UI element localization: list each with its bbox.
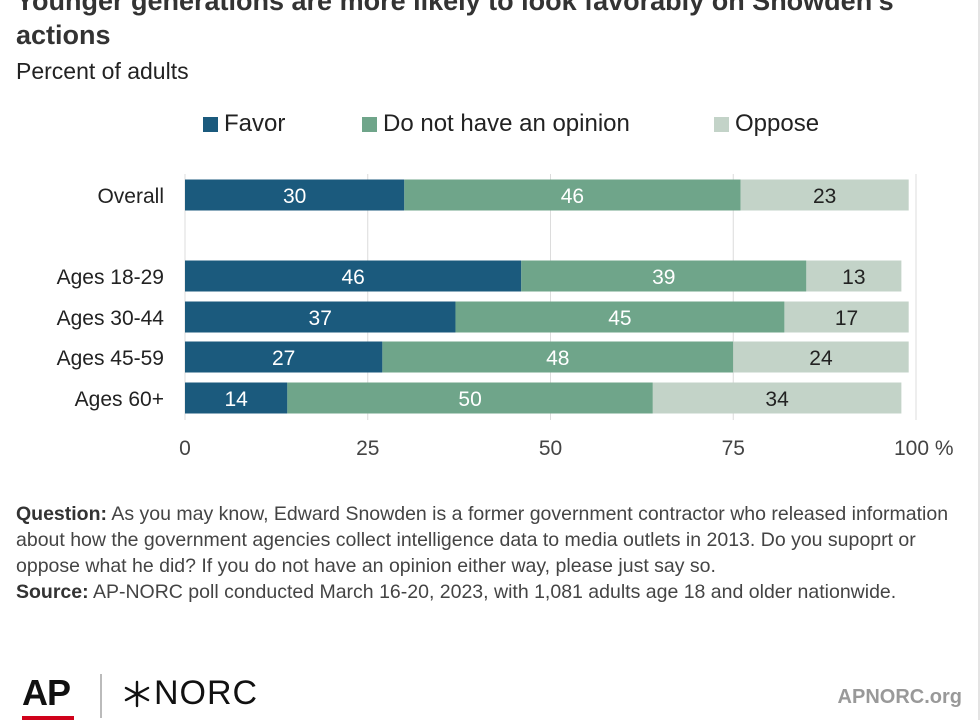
- stacked-bar-chart: Overall 30 46 23 Ages 18-29 46 39 13 Ages 30-44 3…: [57, 174, 954, 460]
- data-label: 23: [813, 185, 836, 208]
- norc-logo: NORC: [122, 674, 258, 713]
- data-label: 37: [309, 307, 332, 330]
- data-label: 46: [341, 266, 364, 289]
- data-label: 17: [835, 307, 858, 330]
- legend-label-favor: Favor: [224, 110, 286, 137]
- bar-segment: [455, 301, 785, 333]
- data-label: 45: [608, 307, 631, 330]
- chart-title: Younger generations are more likely to l…: [16, 0, 894, 50]
- bar-segment: [784, 301, 909, 333]
- legend-item-oppose: Oppose: [714, 110, 819, 138]
- x-tick-label: 75: [722, 437, 745, 460]
- data-label: 14: [224, 388, 248, 411]
- data-label: 48: [546, 347, 569, 370]
- legend-swatch-oppose: [714, 116, 729, 132]
- bar-segment: [185, 382, 288, 414]
- source-label: Source:: [16, 581, 89, 603]
- legend-label-no-opinion: Do not have an opinion: [383, 110, 630, 137]
- ap-logo-accent: [22, 716, 74, 720]
- question-label: Question:: [16, 503, 107, 525]
- bar-segment: [382, 341, 734, 373]
- bar-segment: [652, 382, 902, 414]
- data-label: 13: [842, 266, 865, 289]
- data-label: 24: [809, 347, 833, 370]
- x-tick-label: 100 %: [894, 437, 954, 460]
- norc-logo-text: NORC: [154, 674, 259, 712]
- branding-bar: AP NORC APNORC.org: [22, 672, 962, 720]
- bar-segment: [404, 179, 741, 211]
- legend-item-favor: Favor: [203, 110, 285, 138]
- question-text: As you may know, Edward Snowden is a for…: [16, 503, 949, 577]
- legend-swatch-no-opinion: [362, 116, 377, 132]
- bar-segment: [185, 341, 383, 373]
- data-label: 46: [561, 185, 584, 208]
- category-label: Ages 30-44: [57, 307, 165, 330]
- data-label: 50: [458, 388, 481, 411]
- bar-segment: [733, 341, 909, 373]
- footnote: Question: As you may know, Edward Snowde…: [16, 501, 956, 605]
- ap-logo: AP: [22, 672, 71, 713]
- legend-item-no-opinion: Do not have an opinion: [362, 110, 630, 138]
- category-label: Ages 60+: [75, 388, 164, 411]
- bar-segment: [740, 179, 909, 211]
- category-label: Ages 18-29: [57, 266, 164, 289]
- question-note: Question: As you may know, Edward Snowde…: [16, 501, 956, 579]
- bar-segment: [806, 260, 902, 292]
- category-label: Overall: [97, 185, 164, 208]
- legend: Favor Do not have an opinion Oppose: [0, 110, 980, 140]
- bar-segment: [287, 382, 653, 414]
- bar-segment: [185, 260, 522, 292]
- legend-label-oppose: Oppose: [735, 110, 820, 137]
- bar-segment: [521, 260, 807, 292]
- category-label: Ages 45-59: [57, 347, 164, 370]
- source-note: Source: AP-NORC poll conducted March 16-…: [16, 579, 956, 605]
- legend-swatch-favor: [203, 116, 218, 132]
- norc-star-icon: [124, 680, 150, 707]
- x-tick-label: 25: [356, 437, 379, 460]
- data-label: 30: [283, 185, 306, 208]
- data-label: 39: [652, 266, 675, 289]
- x-tick-label: 0: [179, 437, 191, 460]
- data-label: 34: [765, 388, 789, 411]
- chart-subtitle: Percent of adults: [16, 58, 189, 84]
- source-text: AP-NORC poll conducted March 16-20, 2023…: [92, 581, 897, 603]
- data-label: 27: [272, 347, 295, 370]
- x-tick-label: 50: [539, 437, 562, 460]
- bar-segment: [185, 301, 456, 333]
- frame-edge: [978, 0, 980, 720]
- logo-divider: [100, 674, 102, 718]
- site-url: APNORC.org: [837, 686, 962, 708]
- bar-segment: [185, 179, 405, 211]
